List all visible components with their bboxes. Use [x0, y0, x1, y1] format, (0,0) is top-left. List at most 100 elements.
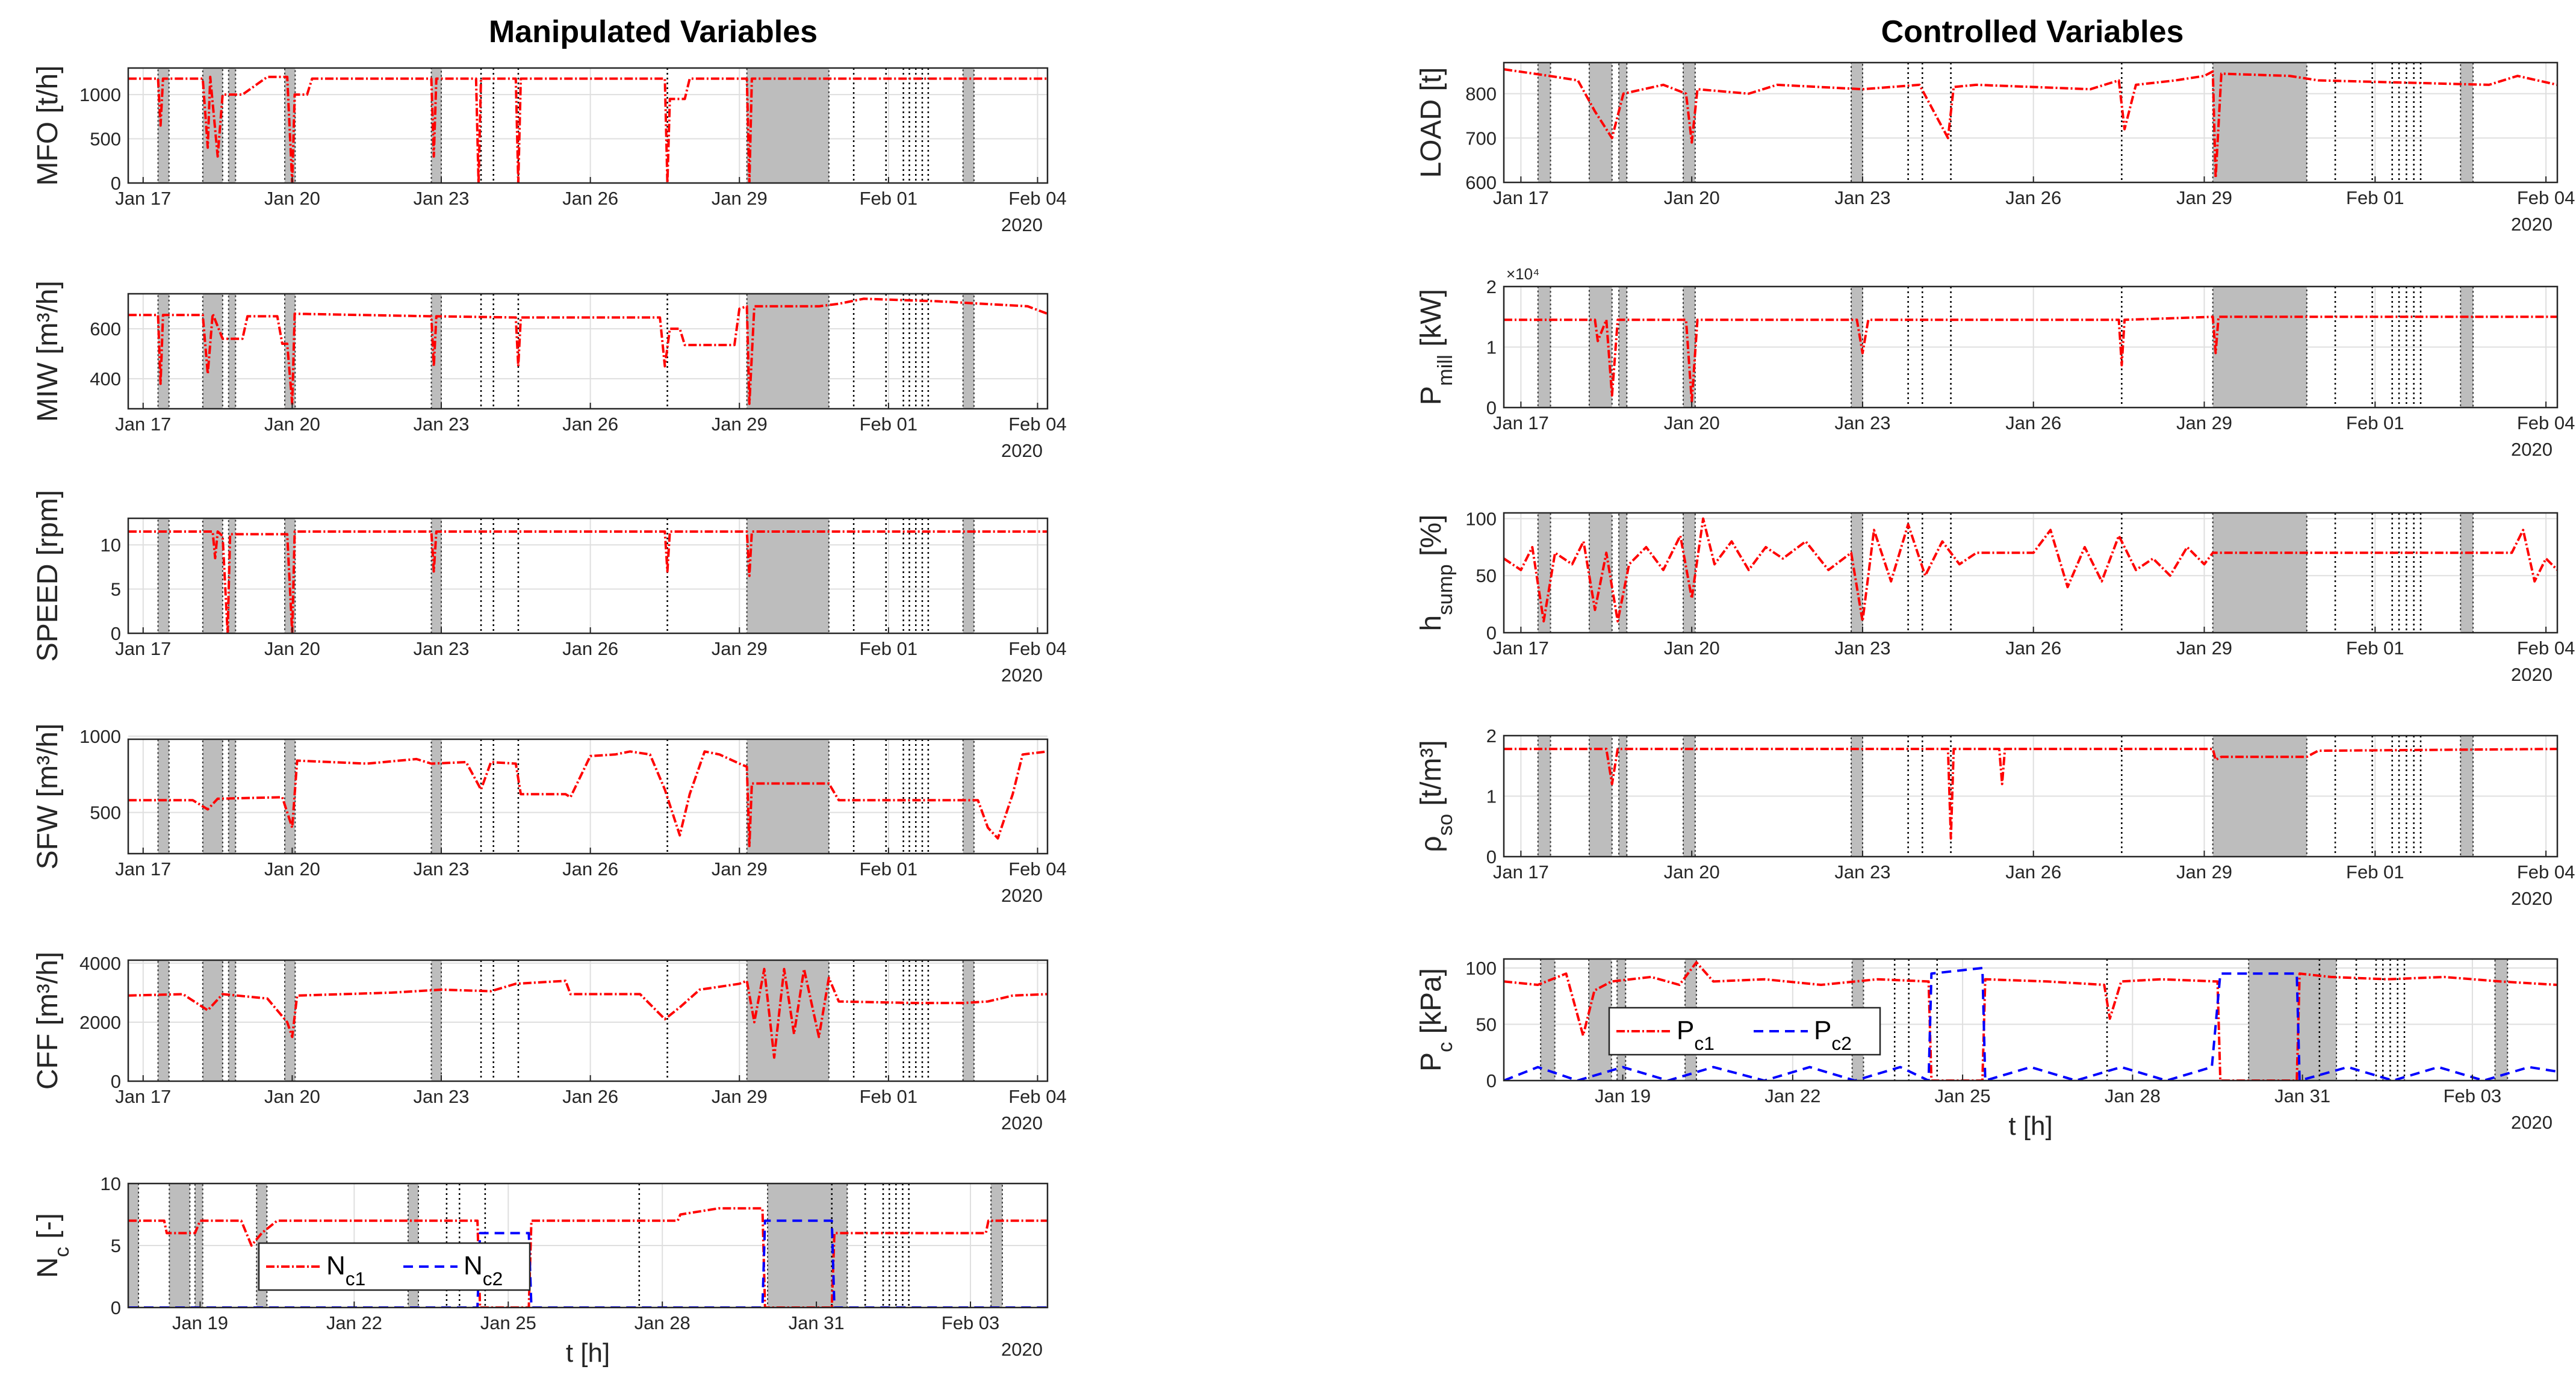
excluded-interval: [430, 739, 442, 854]
x-tick-label: Jan 26: [2005, 861, 2061, 883]
excluded-interval: [430, 294, 442, 409]
year-label: 2020: [1001, 1339, 1043, 1360]
excluded-interval: [194, 1184, 203, 1308]
x-tick-label: Feb 01: [860, 858, 918, 880]
x-tick-label: Feb 04: [2517, 187, 2575, 208]
x-tick-label: Jan 17: [1493, 412, 1549, 433]
excluded-interval: [962, 294, 975, 409]
x-tick-label: Jan 17: [115, 1086, 171, 1107]
excluded-interval: [962, 518, 975, 633]
y-tick-label: 0: [1486, 846, 1497, 867]
excluded-interval: [1537, 287, 1551, 408]
x-tick-label: Jan 20: [1664, 187, 1720, 208]
y-axis-label: hsump [%]: [1415, 515, 1457, 631]
x-tick-label: Jan 20: [264, 188, 320, 209]
excluded-interval: [157, 960, 170, 1081]
year-label: 2020: [1001, 665, 1043, 686]
y-tick-label: 10: [101, 535, 121, 556]
series-cff: [128, 967, 1047, 1059]
panel-sfw: Jan 17 Jan 20 Jan 23 Jan 26 Jan 29 Feb 01 Feb …: [32, 724, 1067, 906]
x-tick-label: Jan 23: [413, 188, 469, 209]
legend-label-2: Nc2: [464, 1251, 503, 1289]
panel-load: Jan 17 Jan 20 Jan 23 Jan 26 Jan 29 Feb 01 Feb …: [1415, 61, 2575, 235]
excluded-interval: [746, 68, 830, 183]
left-column-title: Manipulated Variables: [489, 14, 818, 49]
series-speed: [128, 530, 1047, 633]
y-tick-label: 0: [111, 173, 121, 194]
excluded-interval: [962, 68, 975, 183]
x-tick-label: Jan 23: [1834, 187, 1890, 208]
x-tick-label: Jan 23: [1834, 861, 1890, 883]
excluded-interval: [430, 518, 442, 633]
x-tick-label: Jan 29: [2176, 412, 2232, 433]
excluded-interval: [746, 294, 830, 409]
x-tick-label: Jan 29: [712, 414, 768, 435]
y-axis-label: LOAD [t]: [1415, 67, 1447, 178]
x-tick-label: Jan 23: [413, 638, 469, 659]
excluded-interval: [2212, 513, 2308, 633]
axes-frame: [127, 293, 1049, 410]
y-axis-label: Pc [kPa]: [1415, 968, 1457, 1072]
excluded-interval: [284, 960, 296, 1081]
x-tick-label: Jan 26: [2005, 187, 2061, 208]
x-tick-label: Jan 17: [1493, 861, 1549, 883]
y-tick-label: 1000: [79, 726, 121, 747]
x-tick-label: Jan 31: [2274, 1085, 2330, 1106]
y-tick-label: 0: [1486, 1070, 1497, 1091]
legend: Pc1 Pc2: [1608, 1007, 1881, 1056]
y-tick-label: 2000: [79, 1012, 121, 1033]
excluded-interval: [1851, 736, 1863, 857]
series-p-mill: [1504, 315, 2557, 403]
x-tick-label: Jan 23: [413, 1086, 469, 1107]
x-tick-label: Jan 20: [1664, 638, 1720, 659]
y-axis-label: Nc [-]: [32, 1213, 73, 1278]
x-tick-label: Feb 01: [2346, 861, 2404, 883]
x-tick-label: Jan 29: [712, 1086, 768, 1107]
x-tick-label: Feb 03: [942, 1312, 1000, 1333]
year-label: 2020: [2511, 888, 2553, 909]
y-tick-label: 0: [1486, 397, 1497, 418]
excluded-interval: [962, 960, 975, 1081]
x-tick-label: Feb 04: [1008, 1086, 1067, 1107]
excluded-interval: [1682, 736, 1696, 857]
panel-speed: Jan 17 Jan 20 Jan 23 Jan 26 Jan 29 Feb 01 Feb …: [32, 490, 1067, 686]
x-tick-label: Jan 17: [115, 638, 171, 659]
right-column-title: Controlled Variables: [1881, 14, 2184, 49]
panel-rho: Jan 17 Jan 20 Jan 23 Jan 26 Jan 29 Feb 01 Feb …: [1415, 725, 2575, 909]
excluded-interval: [2460, 63, 2474, 182]
excluded-interval: [2212, 287, 2308, 408]
x-tick-label: Feb 04: [1008, 858, 1067, 880]
y-tick-label: 50: [1476, 1014, 1497, 1035]
panel-pc: Jan 19 Jan 22 Jan 25 Jan 28 Jan 31 Feb 03 2020…: [1415, 958, 2559, 1141]
axes-frame: [1503, 285, 2559, 409]
excluded-interval: [1537, 63, 1551, 182]
x-tick-label: Feb 01: [2346, 638, 2404, 659]
x-tick-label: Jan 23: [1834, 412, 1890, 433]
y-axis-label: SFW [m³/h]: [32, 724, 64, 870]
excluded-interval: [2460, 287, 2474, 408]
excluded-interval: [202, 960, 223, 1081]
legend-label-1: Nc1: [326, 1251, 365, 1289]
excluded-interval: [990, 1184, 1003, 1308]
x-tick-label: Jan 26: [562, 188, 618, 209]
excluded-interval: [228, 739, 237, 854]
excluded-interval: [2494, 959, 2509, 1081]
excluded-interval: [1588, 736, 1613, 857]
y-tick-label: 0: [111, 1297, 121, 1318]
series-p-c1: [1504, 961, 2557, 1081]
year-label: 2020: [2511, 439, 2553, 460]
x-tick-label: Jan 23: [413, 414, 469, 435]
y-tick-label: 2: [1486, 725, 1497, 746]
excluded-interval: [2212, 736, 2308, 857]
x-tick-label: Feb 01: [860, 1086, 918, 1107]
excluded-interval: [1588, 959, 1612, 1081]
year-label: 2020: [2511, 1112, 2553, 1133]
excluded-interval: [2248, 959, 2338, 1081]
excluded-interval: [1682, 513, 1696, 633]
excluded-interval: [228, 294, 237, 409]
excluded-interval: [2460, 513, 2474, 633]
y-tick-label: 600: [1465, 172, 1497, 193]
excluded-interval: [169, 1184, 191, 1308]
x-axis-label: t [h]: [2008, 1111, 2052, 1141]
